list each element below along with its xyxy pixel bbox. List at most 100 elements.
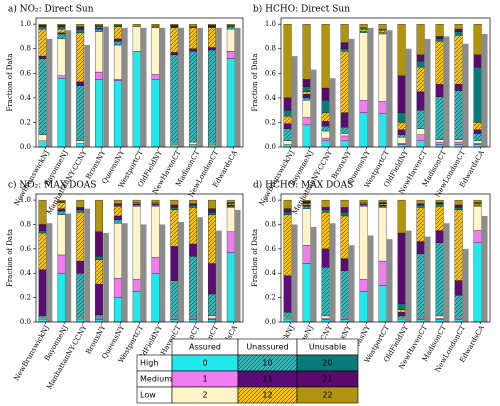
plot-frame <box>35 17 244 148</box>
bar-segment <box>113 199 122 204</box>
bar-segment <box>226 27 235 30</box>
bar-segment <box>208 26 216 28</box>
reference-bar <box>367 235 374 322</box>
bar-segment <box>57 33 66 40</box>
bar-segment <box>76 273 85 319</box>
bar-segment <box>435 139 444 143</box>
bar-segment <box>340 199 349 208</box>
legend-code: 2 <box>202 391 207 400</box>
bar-segment <box>435 96 444 140</box>
bar-segment <box>95 26 103 28</box>
bar-segment <box>132 279 141 292</box>
bar-segment <box>416 109 425 129</box>
bar-segment <box>57 75 66 79</box>
bar-segment <box>95 318 103 320</box>
bar-segment <box>132 204 141 207</box>
bar-segment <box>378 32 387 35</box>
bar-segment <box>435 230 444 243</box>
bar-segment <box>76 319 85 323</box>
bar-segment <box>416 241 425 254</box>
bar-segment <box>302 94 311 99</box>
y-tick-label: 1.0 <box>265 20 276 28</box>
bar-segment <box>416 204 425 208</box>
bar-segment <box>283 97 292 111</box>
bar-segment <box>170 54 179 144</box>
bar-segment <box>321 112 330 122</box>
bar-segment <box>170 199 179 206</box>
bar-segment <box>113 41 122 46</box>
bar-segment <box>378 23 387 30</box>
bar-segment <box>208 263 216 295</box>
bar-segment <box>283 214 292 276</box>
bar-segment <box>132 23 141 27</box>
bar-segment <box>302 201 311 203</box>
bar-segment <box>454 28 463 32</box>
bar-segment <box>226 26 235 28</box>
bar-segment <box>38 140 47 148</box>
table-row-label: Low <box>140 391 156 400</box>
bar-segment <box>151 273 160 323</box>
bar-segment <box>113 44 122 80</box>
bar-segment <box>57 273 66 323</box>
bar-segment <box>359 199 368 203</box>
bar-segment <box>397 232 406 304</box>
bar-segment <box>454 199 463 206</box>
bar-segment <box>57 202 66 209</box>
bar-segment <box>416 207 425 242</box>
bar-segment <box>113 26 122 40</box>
reference-bar <box>348 38 355 148</box>
bar-segment <box>435 84 444 97</box>
bar-segment <box>170 316 179 319</box>
bar-segment <box>226 204 235 207</box>
bar-segment <box>226 231 235 253</box>
bar-segment <box>38 232 47 270</box>
bar-segment <box>113 277 122 298</box>
bar-segment <box>57 199 66 202</box>
bar-segment <box>189 243 198 257</box>
bar-segment <box>435 38 444 42</box>
bar-segment <box>397 134 406 138</box>
bar-segment <box>435 23 444 37</box>
bar-segment <box>189 316 198 319</box>
reference-bar <box>46 38 53 148</box>
reference-bar <box>462 248 469 322</box>
bar-segment <box>435 199 444 203</box>
bar-segment <box>170 204 179 208</box>
bar-segment <box>454 209 463 281</box>
bar-segment <box>38 318 47 320</box>
bar-segment <box>397 303 406 310</box>
bar-segment <box>359 31 368 33</box>
bar-segment <box>283 109 292 117</box>
bar-segment <box>76 26 85 30</box>
bar-segment <box>473 204 482 207</box>
bar-segment <box>454 84 463 91</box>
table-row-label: High <box>140 359 158 368</box>
bar-segment <box>359 279 368 292</box>
bar-segment <box>340 258 349 271</box>
bar-segment <box>321 23 330 89</box>
reference-bar <box>291 224 298 322</box>
bar-segment <box>38 315 47 319</box>
bar-segment <box>76 207 85 210</box>
bar-segment <box>454 139 463 143</box>
table-header: Unassured <box>246 343 288 352</box>
bar-segment <box>38 25 47 27</box>
bar-segment <box>397 122 406 130</box>
bar-segment <box>38 199 47 225</box>
bar-segment <box>283 208 292 213</box>
bar-segment <box>416 140 425 148</box>
bar-segment <box>397 315 406 319</box>
reference-bar <box>310 226 317 322</box>
y-tick-label: 0.8 <box>20 220 31 228</box>
bar-segment <box>473 129 482 134</box>
bar-segment <box>302 23 311 80</box>
bar-segment <box>95 314 103 318</box>
bar-segment <box>321 207 330 210</box>
bar-segment <box>170 207 179 210</box>
bar-segment <box>226 28 235 52</box>
bar-segment <box>57 26 66 30</box>
bar-segment <box>397 143 406 145</box>
bar-segment <box>321 248 330 268</box>
bar-segment <box>321 140 330 148</box>
bar-segment <box>397 137 406 144</box>
